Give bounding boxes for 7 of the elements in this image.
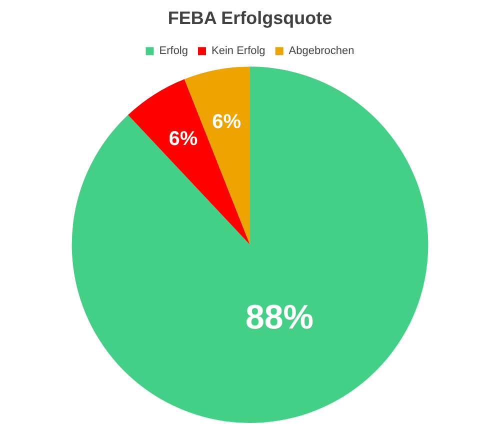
data-label: 6% (212, 110, 242, 133)
legend-label: Kein Erfolg (211, 45, 266, 58)
chart-title: FEBA Erfolgsquote (168, 8, 332, 28)
data-label: 88% (245, 298, 314, 337)
data-label: 6% (168, 128, 198, 150)
legend-label: Abgebrochen (288, 45, 354, 58)
legend-label: Erfolg (159, 45, 188, 58)
